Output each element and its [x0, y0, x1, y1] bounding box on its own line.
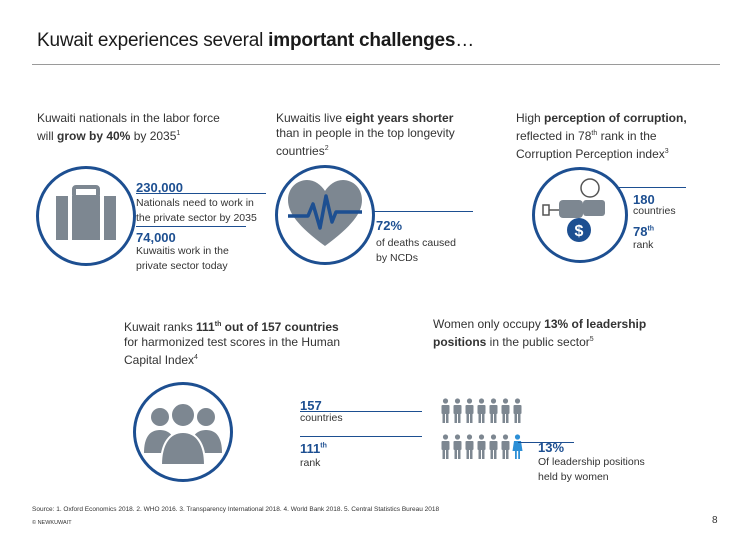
corruption-countries-label: countries [633, 205, 676, 217]
male-person-icon [453, 398, 462, 423]
heart-icon [288, 180, 362, 246]
male-person-icon [477, 398, 486, 423]
footer-copyright: © NEWKUWAIT [32, 520, 72, 526]
male-person-icon [501, 398, 510, 423]
health-line [355, 211, 473, 212]
labor-line-bottom [136, 226, 246, 227]
women-label: Of leadership positions held by women [538, 456, 645, 483]
women-line [518, 442, 574, 443]
male-person-icon [465, 434, 474, 459]
health-label: of deaths caused by NCDs [376, 237, 456, 264]
education-circle [133, 382, 233, 482]
corruption-line [600, 187, 686, 188]
male-person-icon [489, 434, 498, 459]
briefcase-icon [56, 185, 116, 240]
labor-today-label: Kuwaitis work in the private sector today [136, 245, 229, 272]
education-rank-value: 111th [300, 441, 327, 456]
page-title: Kuwait experiences several important cha… [37, 30, 475, 51]
labor-circle [36, 166, 136, 266]
male-person-icon [441, 434, 450, 459]
labor-line-top [136, 193, 266, 194]
page-number: 8 [712, 515, 718, 526]
labor-need-value: 230,000 [136, 180, 183, 195]
male-person-icon [441, 398, 450, 423]
women-value: 13% [538, 440, 565, 455]
education-countries-value: 157 [300, 398, 322, 413]
health-value: 72% [376, 218, 403, 233]
corruption-countries-value: 180 [633, 192, 655, 207]
footer-sources: Source: 1. Oxford Economics 2018. 2. WHO… [32, 506, 440, 513]
health-circle [275, 165, 375, 265]
education-line-top [300, 411, 422, 412]
people-group-icon [144, 402, 222, 466]
corruption-header: High perception of corruption, reflected… [516, 111, 687, 161]
corruption-rank-value: 78th [633, 224, 655, 239]
women-people-grid [440, 398, 530, 468]
female-person-icon [512, 434, 523, 459]
education-line-bottom [300, 436, 422, 437]
male-person-icon [465, 398, 474, 423]
longevity-header: Kuwaitis live eight years shorter than i… [276, 111, 455, 158]
svg-text:$: $ [575, 223, 584, 240]
male-person-icon [513, 398, 522, 423]
education-rank-label: rank [300, 457, 321, 469]
education-header: Kuwait ranks 111th out of 157 countries … [124, 320, 341, 367]
education-countries-label: countries [300, 412, 343, 424]
labor-need-label: Nationals need to work in the private sec… [136, 197, 257, 224]
male-person-icon [489, 398, 498, 423]
labor-today-value: 74,000 [136, 230, 176, 245]
labor-header: Kuwaiti nationals in the labor force wil… [37, 111, 220, 143]
male-person-icon [453, 434, 462, 459]
women-header: Women only occupy 13% of leadership posi… [433, 317, 647, 349]
bribe-handshake-icon: $ [542, 178, 605, 242]
corruption-rank-label: rank [633, 239, 654, 251]
title-divider [32, 64, 720, 65]
male-person-icon [477, 434, 486, 459]
corruption-circle: $ [532, 167, 628, 263]
male-person-icon [501, 434, 510, 459]
